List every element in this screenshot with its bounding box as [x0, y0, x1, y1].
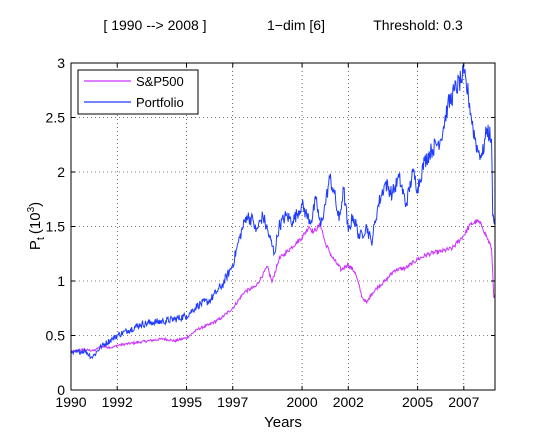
y-tick-label: 3: [57, 55, 65, 71]
y-tick-label: 0.5: [46, 328, 66, 344]
y-label-symbol: P: [27, 240, 44, 250]
legend-label-portfolio: Portfolio: [136, 95, 184, 110]
x-tick-label: 1990: [55, 394, 86, 410]
axis-ticks: 1990 1992 1995 1997 2000 2002 2005 2007 0 0.5 1 1.5…: [46, 55, 495, 410]
x-tick-label: 2007: [448, 394, 479, 410]
y-tick-label: 2: [57, 164, 65, 180]
chart-title-dim: 1−dim [6]: [267, 17, 325, 33]
legend: S&P500 Portfolio: [77, 69, 199, 115]
x-tick-label: 1992: [102, 394, 133, 410]
x-tick-label: 2000: [286, 394, 317, 410]
y-label-unit-exponent: 3: [26, 206, 37, 212]
series-line-sp500: [70, 219, 496, 354]
legend-box: [77, 69, 199, 115]
x-tick-label: 2005: [402, 394, 433, 410]
legend-label-sp500: S&P500: [136, 74, 184, 89]
y-label-unit-open: (10: [27, 212, 44, 234]
chart-title-range: [ 1990 --> 2008 ]: [103, 17, 206, 33]
x-tick-label: 1997: [217, 394, 248, 410]
x-tick-label: 2002: [333, 394, 364, 410]
y-tick-label: 1: [57, 273, 65, 289]
series-line-portfolio: [70, 63, 496, 360]
y-label-subscript: t: [35, 237, 47, 240]
x-axis-label: Years: [264, 414, 302, 431]
y-tick-label: 1.5: [46, 219, 66, 235]
y-tick-label: 0: [57, 382, 65, 398]
x-tick-label: 1995: [171, 394, 202, 410]
y-label-unit-close: ): [27, 202, 44, 207]
y-tick-label: 2.5: [46, 110, 66, 126]
chart-title-threshold: Threshold: 0.3: [373, 17, 463, 33]
y-axis-label: Pt (103): [26, 202, 47, 250]
series-layer: [70, 63, 496, 360]
